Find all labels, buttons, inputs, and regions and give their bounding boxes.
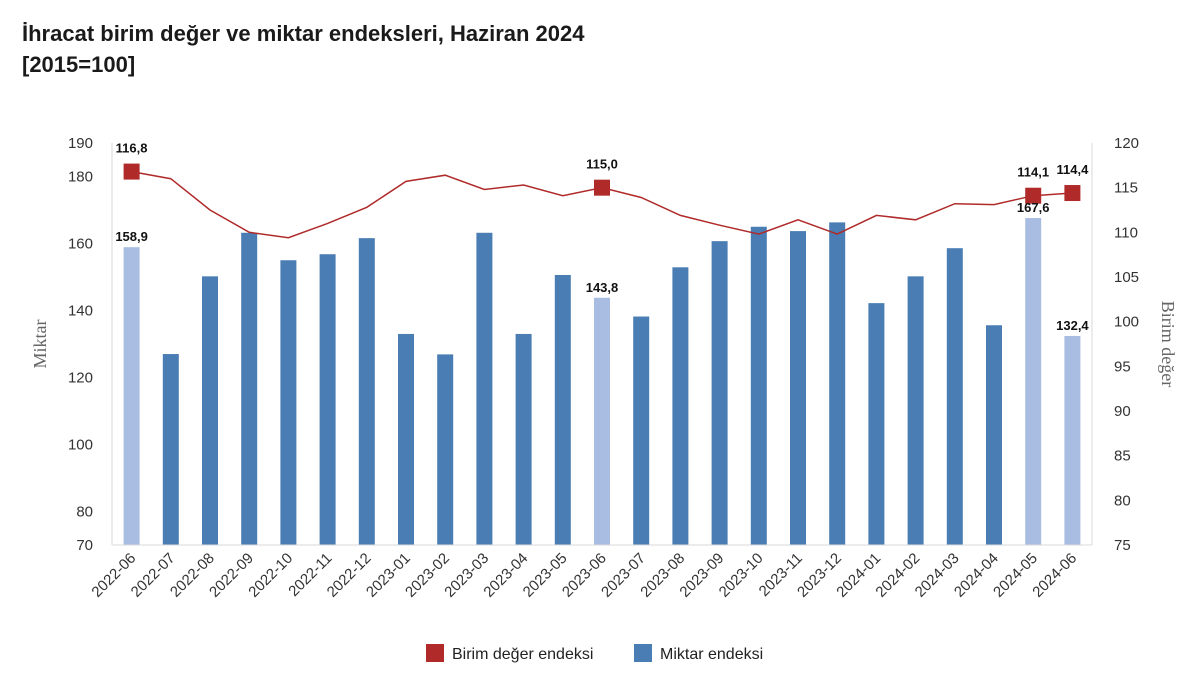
bar-2024-02: [907, 276, 924, 545]
legend-label-birim-deger: Birim değer endeksi: [452, 646, 593, 663]
bar-2022-08: [202, 276, 218, 545]
y-tick-right-115: 115: [1114, 180, 1138, 197]
y-tick-left-100: 100: [68, 437, 93, 454]
y-tick-right-85: 85: [1114, 448, 1131, 465]
bar-label-2024-06: 132,4: [1056, 318, 1089, 333]
marker-2024-06: [1064, 185, 1081, 202]
bar-2024-01: [868, 303, 885, 545]
legend-swatch-miktar: [634, 644, 652, 662]
line-label-2024-06: 114,4: [1056, 162, 1089, 177]
bar-2023-04: [515, 333, 532, 545]
line-label-2024-05: 114,1: [1017, 165, 1049, 180]
y-tick-left-80: 80: [76, 504, 93, 521]
y-tick-right-110: 110: [1114, 224, 1138, 241]
y-tick-left-160: 160: [68, 236, 93, 253]
bar-2023-07: [633, 316, 650, 545]
y-tick-left-120: 120: [68, 370, 93, 387]
y-tick-right-90: 90: [1114, 403, 1131, 420]
bar-2022-11: [319, 254, 336, 545]
y-tick-left-190: 190: [68, 135, 93, 152]
x-tick-2024-06: 2024-06: [1029, 550, 1080, 601]
bar-label-2022-06: 158,9: [115, 229, 148, 244]
y-tick-right-100: 100: [1114, 314, 1139, 331]
bar-2023-10: [750, 226, 767, 545]
y-tick-left-140: 140: [68, 303, 93, 320]
line-series: [123, 163, 1081, 239]
bar-2023-06: [594, 297, 610, 545]
bar-2023-11: [790, 231, 806, 546]
data-labels: 158,9 143,8 167,6 132,4 116,8 115,0 114,1 114,4: [115, 141, 1089, 333]
chart-title-text: İhracat birim değer ve miktar endeksleri…: [22, 21, 585, 46]
bar-2023-02: [437, 354, 454, 545]
y-tick-right-80: 80: [1114, 492, 1131, 509]
bar-label-2023-06: 143,8: [586, 280, 619, 295]
marker-2024-05: [1025, 187, 1042, 204]
marker-2022-06: [123, 163, 140, 180]
bar-2024-04: [986, 325, 1002, 545]
bar-2024-05: [1025, 218, 1042, 546]
bar-2023-09: [711, 241, 728, 545]
bar-2023-08: [672, 267, 689, 545]
bar-2022-12: [358, 238, 375, 545]
y-tick-left-180: 180: [68, 169, 93, 186]
line-label-2023-06: 115,0: [586, 157, 618, 172]
y-tick-right-120: 120: [1114, 135, 1139, 152]
bar-series: [123, 218, 1081, 546]
chart-title: İhracat birim değer ve miktar endeksleri…: [22, 18, 585, 80]
marker-2023-06: [594, 179, 610, 196]
y-axis-left-title: Miktar: [30, 320, 50, 369]
bar-2023-01: [398, 333, 414, 545]
bar-2022-06: [123, 247, 140, 545]
y-tick-right-105: 105: [1114, 269, 1139, 286]
y-tick-right-95: 95: [1114, 358, 1131, 375]
bar-2024-03: [946, 248, 963, 545]
legend-swatch-birim-deger: [426, 644, 444, 662]
x-tick-2022-10: 2022-10: [245, 550, 296, 601]
y-tick-right-75: 75: [1114, 537, 1131, 554]
bar-2023-05: [554, 274, 571, 545]
bar-2022-09: [241, 232, 258, 545]
bar-2024-06: [1064, 335, 1081, 545]
bar-2023-03: [476, 232, 493, 545]
bar-2023-12: [829, 222, 846, 545]
bar-2022-10: [280, 260, 297, 545]
y-tick-left-70: 70: [76, 537, 93, 554]
bar-2022-07: [162, 354, 179, 545]
bar-label-2024-05: 167,6: [1017, 200, 1050, 215]
legend: Birim değer endeksi Miktar endeksi: [426, 644, 763, 663]
x-tick-2023-10: 2023-10: [716, 550, 767, 601]
chart-subtitle: [2015=100]: [22, 52, 136, 77]
legend-label-miktar: Miktar endeksi: [660, 646, 763, 663]
line-label-2022-06: 116,8: [116, 141, 148, 156]
y-axis-right-title: Birim değer: [1158, 301, 1178, 387]
